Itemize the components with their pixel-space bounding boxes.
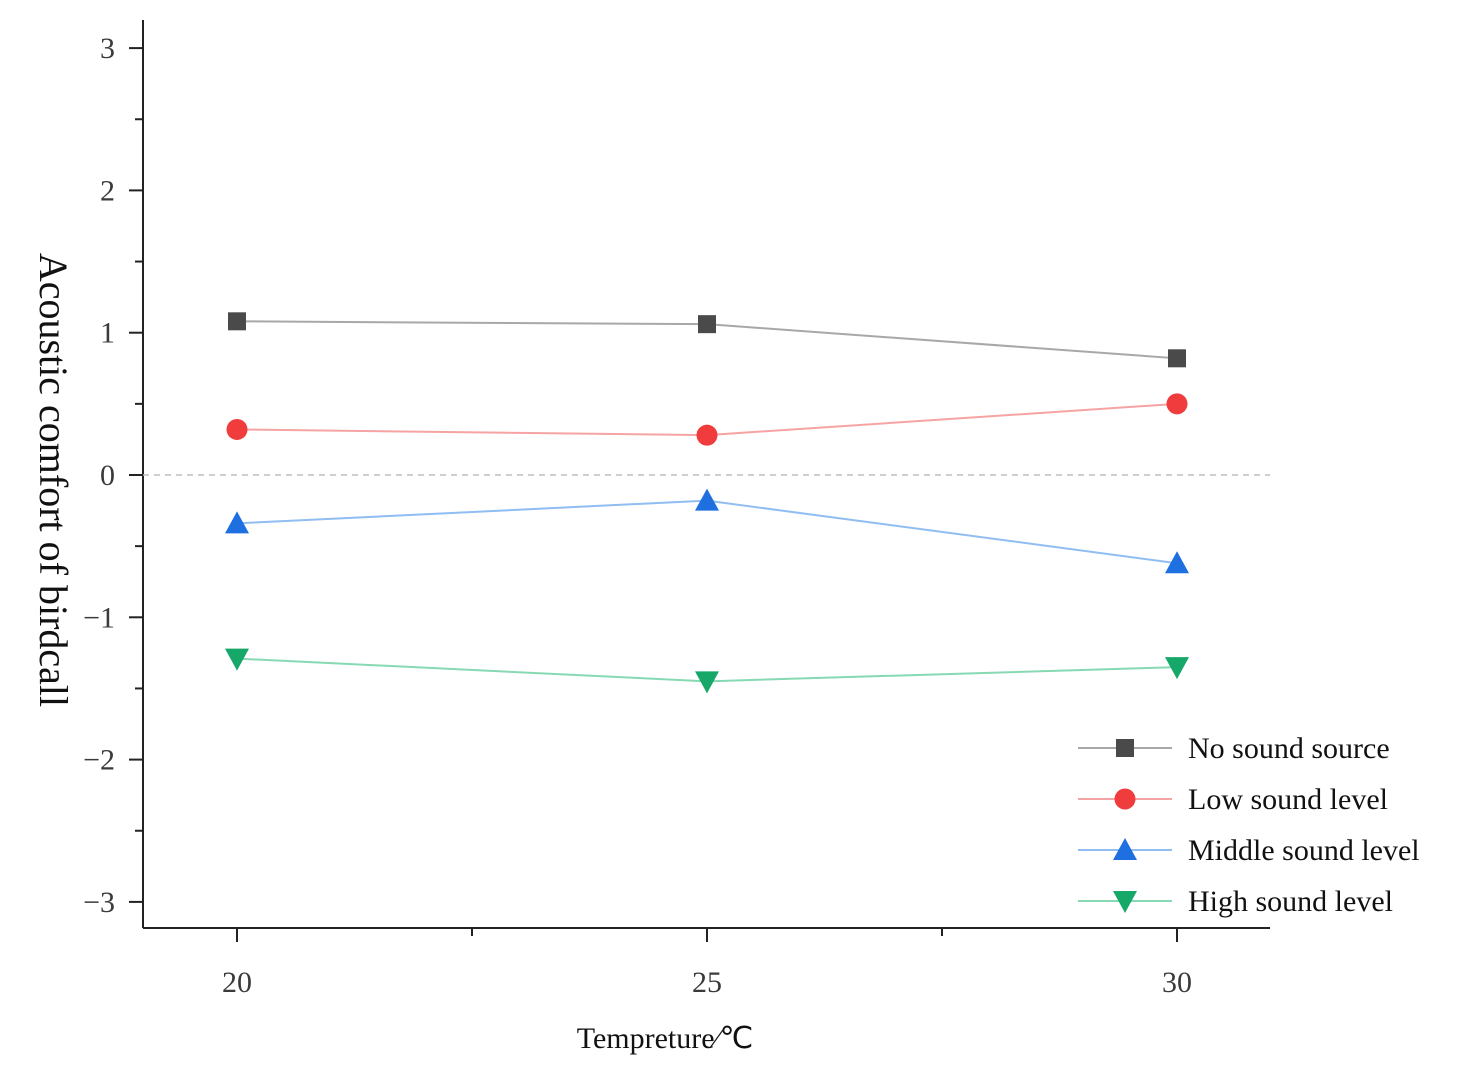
- y-tick-label: 1: [100, 317, 115, 350]
- data-point: [1165, 657, 1189, 680]
- data-point: [1168, 349, 1186, 368]
- legend: No sound source Low sound level Middle sou…: [1078, 732, 1420, 918]
- data-point: [228, 312, 246, 331]
- legend-item: High sound level: [1078, 885, 1393, 918]
- series-layer: [225, 312, 1189, 694]
- data-point: [226, 418, 248, 440]
- y-tick-label: −1: [83, 601, 115, 634]
- data-point: [1166, 393, 1188, 415]
- data-point: [698, 315, 716, 334]
- legend-label: High sound level: [1188, 885, 1393, 918]
- legend-label: No sound source: [1188, 732, 1390, 765]
- axes: 3 2 1 0 −1 −2 −3 20 25 30: [83, 20, 1270, 999]
- legend-label: Low sound level: [1188, 783, 1388, 816]
- x-tick-label: 30: [1162, 966, 1192, 999]
- y-tick-label: 0: [100, 459, 115, 492]
- series-low-sound-level: [226, 393, 1188, 446]
- data-point: [225, 648, 249, 671]
- x-axis-label: Tempreture∕℃: [577, 1022, 754, 1055]
- legend-marker: [1113, 891, 1137, 913]
- y-tick-label: 3: [100, 32, 115, 65]
- legend-item: Low sound level: [1078, 783, 1388, 816]
- y-tick-label: −2: [83, 744, 115, 777]
- y-tick-label: −3: [83, 886, 115, 919]
- data-point: [225, 511, 249, 534]
- legend-label: Middle sound level: [1188, 834, 1420, 867]
- data-point: [1165, 551, 1189, 574]
- series-middle-sound-level: [225, 488, 1189, 574]
- data-point: [695, 488, 719, 511]
- legend-marker: [1114, 788, 1136, 810]
- legend-marker: [1113, 838, 1137, 860]
- series-high-sound-level: [225, 648, 1189, 694]
- y-axis-label: Acoustic comfort of birdcall: [31, 253, 76, 707]
- legend-marker: [1116, 739, 1134, 757]
- x-tick-label: 25: [692, 966, 722, 999]
- legend-item: Middle sound level: [1078, 834, 1420, 867]
- series-no-sound-source: [228, 312, 1186, 368]
- x-tick-label: 20: [222, 966, 252, 999]
- data-point: [696, 424, 718, 446]
- data-point: [695, 671, 719, 694]
- legend-item: No sound source: [1078, 732, 1390, 765]
- y-tick-label: 2: [100, 174, 115, 207]
